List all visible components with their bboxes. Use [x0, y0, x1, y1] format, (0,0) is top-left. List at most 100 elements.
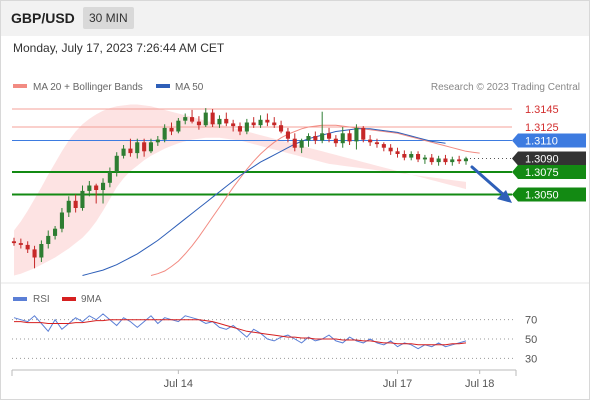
datetime-label: Monday, July 17, 2023 7:26:44 AM CET: [13, 41, 225, 55]
moving-averages-layer: [82, 124, 480, 276]
candle-body: [162, 127, 167, 140]
candle-body: [361, 127, 366, 140]
candle-body: [46, 235, 51, 244]
level-tag-1-3110: [512, 133, 586, 148]
candle-body: [237, 126, 242, 132]
ma20-legend-swatch: [13, 84, 27, 88]
candle-body: [368, 139, 373, 143]
candle-body: [381, 144, 386, 148]
level-label-1-3145: 1.3145: [525, 104, 559, 116]
rsi-series-rsi: [13, 313, 467, 350]
rsi-grid-layer: 70 50 30: [12, 315, 537, 365]
candle-body: [135, 142, 140, 154]
candle-body: [388, 147, 393, 152]
candle-body: [347, 133, 352, 142]
level-tag-1-3090: [512, 151, 586, 166]
level-tag-text-1-3090: 1.3090: [525, 154, 559, 166]
rsi-tick-50: 50: [525, 334, 537, 346]
candle-body: [422, 157, 427, 160]
candle-body: [121, 148, 126, 156]
candle-body: [217, 118, 222, 125]
timeframe-button[interactable]: 30 MIN: [83, 7, 134, 29]
candle-body: [450, 159, 455, 163]
candle-body: [409, 154, 414, 158]
ma20-line: [150, 124, 480, 276]
candle-body: [354, 127, 359, 142]
ma50-line: [82, 128, 446, 276]
rsi-tick-30: 30: [525, 353, 537, 365]
candle-body: [320, 133, 325, 141]
candle-body: [53, 228, 58, 236]
candle-body: [66, 200, 71, 213]
candle-body: [80, 190, 85, 208]
candle-body: [25, 244, 30, 250]
symbol-title: GBP/USD: [11, 10, 75, 26]
level-tag-text-1-3110: 1.3110: [525, 136, 558, 148]
candle-body: [443, 158, 448, 163]
candle-body: [265, 119, 270, 123]
rsi-tick-70: 70: [525, 315, 537, 327]
candle-body: [101, 182, 106, 190]
candle-body: [196, 121, 201, 126]
candle-body: [210, 112, 215, 125]
candle-body: [279, 125, 284, 132]
candle-body: [148, 142, 153, 152]
level-tag-1-3050: [512, 187, 586, 202]
candle-body: [107, 172, 112, 183]
candle-body: [272, 122, 277, 126]
candle-body: [114, 155, 119, 172]
candle-body: [292, 138, 297, 148]
rsi-ma-legend-swatch: [62, 297, 76, 301]
level-label-1-3125: 1.3125: [525, 122, 559, 134]
rsi-legend-label: RSI: [33, 294, 50, 305]
candle-body: [436, 158, 441, 163]
candle-body: [429, 157, 434, 163]
ma50-legend-label: MA 50: [175, 82, 204, 93]
candle-body: [155, 139, 160, 143]
candle-body: [142, 142, 147, 152]
candle-body: [395, 151, 400, 154]
candle-body: [203, 112, 208, 126]
candle-body: [11, 241, 16, 244]
rsi-legend-swatch: [13, 297, 27, 301]
candle-body: [59, 212, 64, 229]
candle-body: [457, 159, 462, 162]
candle-body: [94, 185, 99, 190]
ma20-legend-label: MA 20 + Bollinger Bands: [33, 82, 143, 93]
candle-body: [244, 122, 249, 132]
candle-body: [190, 117, 195, 122]
candle-body: [258, 119, 263, 126]
x-label-jul-14: Jul 14: [164, 378, 193, 390]
credit-label: Research © 2023 Trading Central: [431, 82, 580, 93]
candle-body: [87, 185, 92, 191]
x-label-jul-18: Jul 18: [465, 378, 494, 390]
candle-body: [340, 133, 345, 144]
rsi-series-9ma: [14, 319, 467, 346]
candle-body: [402, 154, 407, 158]
candle-body: [306, 136, 311, 141]
candle-body: [18, 243, 23, 245]
candle-body: [374, 142, 379, 145]
candle-body: [463, 158, 468, 162]
candles-layer: [11, 108, 468, 269]
bollinger-band-layer: [14, 104, 466, 276]
candle-body: [285, 131, 290, 139]
x-axis-labels: Jul 14 Jul 17 Jul 18: [164, 370, 494, 390]
candle-body: [183, 117, 188, 121]
candle-body: [32, 249, 37, 258]
candle-body: [231, 123, 236, 127]
level-tag-text-1-3050: 1.3050: [525, 190, 559, 202]
candle-body: [224, 118, 229, 124]
candle-body: [169, 127, 174, 132]
level-tag-1-3075: [512, 165, 586, 179]
rsi-ma-legend-label: 9MA: [81, 294, 102, 305]
candle-body: [73, 200, 78, 208]
forecast-arrow-icon: [470, 165, 512, 203]
candle-body: [313, 136, 318, 141]
candle-body: [251, 122, 256, 126]
rsi-lines-layer: [13, 313, 467, 350]
candle-body: [416, 154, 421, 160]
candle-body: [176, 120, 181, 132]
